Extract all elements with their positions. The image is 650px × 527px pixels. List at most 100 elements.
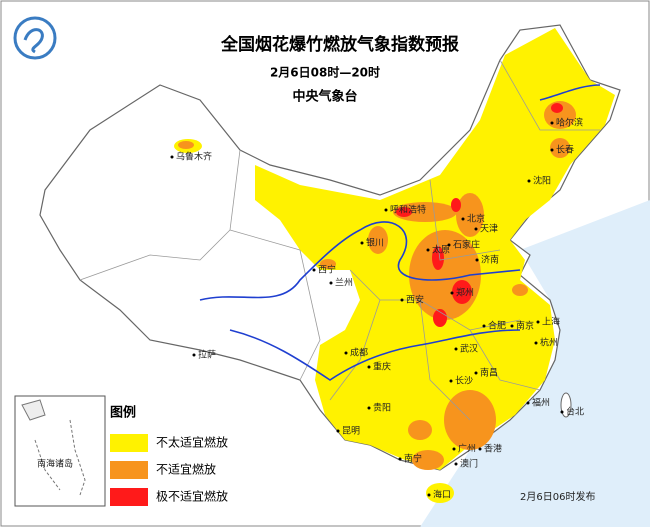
inset-line [34,419,86,496]
city-label: 长春 [556,144,574,156]
city-label: 福州 [532,397,550,409]
city-label: 西宁 [318,264,336,276]
city-label: 天津 [480,224,498,235]
city-label: 沈阳 [533,175,551,187]
city-dot [400,298,404,302]
city-dot [329,281,333,285]
legend-label: 不适宜燃放 [156,462,216,477]
level-area [550,138,570,158]
inset-box [14,395,106,507]
river [539,84,601,101]
city-dot [474,371,478,375]
city-dot [454,347,458,351]
city-dot [475,258,479,262]
city-label: 呼和浩特 [390,204,426,216]
level-area [426,483,454,503]
city-dot [344,351,348,355]
city-dot [450,291,454,295]
city-dot [534,341,538,345]
city-dot [474,227,478,231]
city-label: 合肥 [488,320,506,332]
city-dot [427,493,431,497]
title: 全国烟花爆竹燃放气象指数预报 [220,34,459,55]
city-label: 兰州 [335,277,353,289]
logo [13,16,57,60]
level-area [320,259,336,269]
city-dot [478,447,482,451]
city-dot [536,320,540,324]
city-dot [336,429,340,433]
city-label: 海口 [433,489,451,501]
level-area [456,193,484,237]
city-label: 南京 [516,320,534,332]
logo-swirl [23,28,44,54]
city-dot [550,121,554,125]
city-label: 杭州 [540,337,558,349]
city-label: 银川 [366,237,384,249]
city-label: 贵阳 [373,402,391,414]
city-label: 太原 [432,244,450,256]
river [229,329,521,381]
inset-label: 南海诸岛 [37,458,73,470]
level-area [396,207,412,217]
legend-title: 图例 [110,405,136,421]
level-area [408,420,432,440]
city-dot [192,353,196,357]
level-area [512,284,528,296]
city-label: 南昌 [480,367,498,379]
city-dot [312,268,316,272]
city-dot [398,457,402,461]
level-area [368,226,388,254]
legend-swatch [110,434,148,452]
level-area [178,141,194,149]
city-dot [360,241,364,245]
city-label: 昆明 [342,426,360,437]
city-label: 石家庄 [453,239,480,251]
level-area [451,198,461,212]
inset-land [21,399,46,421]
city-dot [510,324,514,328]
city-dot [526,401,530,405]
city-dot [452,447,456,451]
island [560,392,572,418]
city-dot [527,179,531,183]
city-dot [447,243,451,247]
footer: 2月6日06时发布 [520,490,595,503]
time-range: 2月6日08时—20时 [270,65,380,80]
city-label: 香港 [484,443,502,455]
city-label: 北京 [467,213,485,225]
city-label: 台北 [566,406,584,418]
level-area [432,246,444,270]
level-area [452,280,472,304]
city-label: 武汉 [460,343,478,355]
level-area [393,202,457,222]
city-label: 成都 [350,347,368,359]
city-dot [367,406,371,410]
city-dot [449,379,453,383]
city-label: 西安 [406,294,424,306]
legend-swatch [110,488,148,506]
city-dot [461,217,465,221]
city-dot [384,208,388,212]
province-border [79,59,600,421]
level-area [551,103,563,113]
level-area [433,309,447,327]
city-label: 哈尔滨 [556,117,583,129]
city-label: 济南 [481,254,499,266]
city-label: 上海 [542,316,560,328]
city-label: 郑州 [456,287,474,299]
city-label: 拉萨 [198,349,216,361]
city-label: 南宁 [404,453,422,465]
city-label: 重庆 [373,361,391,373]
legend-label: 不太适宜燃放 [156,435,228,450]
city-dot [550,148,554,152]
level-area [412,450,444,470]
city-label: 澳门 [460,458,478,470]
legend-label: 极不适宜燃放 [156,489,228,504]
city-dot [482,324,486,328]
city-label: 广州 [458,443,476,455]
city-dot [454,462,458,466]
